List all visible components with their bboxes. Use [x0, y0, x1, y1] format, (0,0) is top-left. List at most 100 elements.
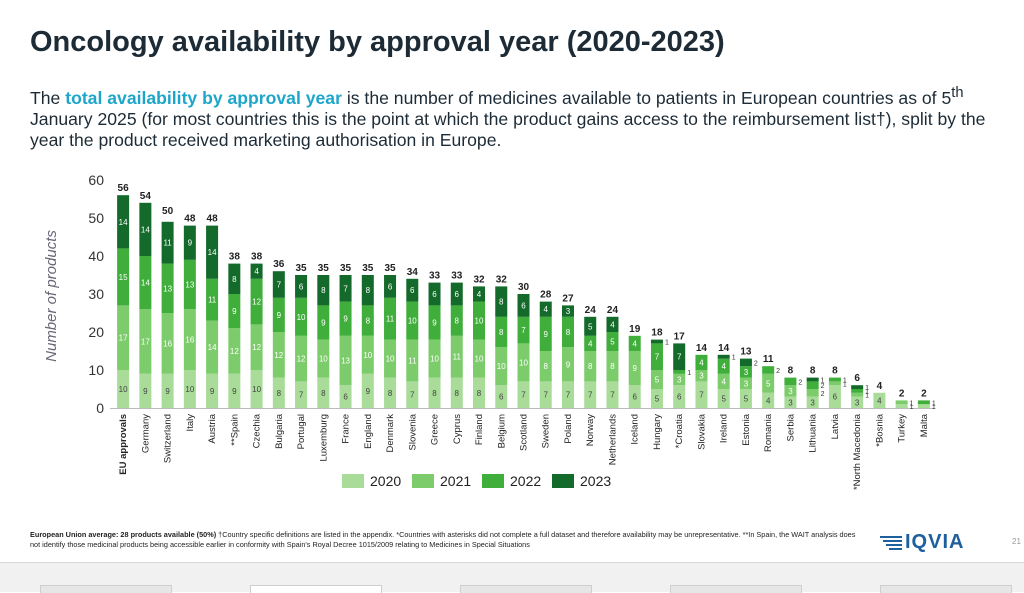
bar-segment-2021 — [206, 320, 219, 374]
bar-segment-2023 — [517, 294, 530, 317]
page-title: Oncology availability by approval year (… — [30, 26, 725, 58]
x-tick-label: Norway — [585, 414, 596, 446]
bar-segment-2021 — [384, 339, 397, 378]
bar-segment-2023 — [739, 358, 752, 367]
x-tick-label: Netherlands — [607, 414, 618, 465]
data-label: 13 — [185, 281, 194, 290]
data-label: 6 — [677, 393, 682, 402]
data-label: 2 — [821, 383, 825, 390]
bar-segment-2022 — [828, 377, 841, 382]
data-label: 11 — [453, 353, 462, 362]
footnote-average: European Union average: 28 products avai… — [30, 530, 217, 539]
bar-segment-2023 — [561, 305, 574, 317]
bar-segment-2022 — [183, 259, 196, 310]
bar-segment-2021 — [584, 351, 597, 382]
slide-thumbnail[interactable] — [460, 585, 592, 593]
data-label: 4 — [544, 305, 549, 314]
data-label: 9 — [544, 330, 549, 339]
bar-segment-2022 — [250, 278, 263, 325]
data-label: 3 — [810, 398, 815, 407]
data-label: 7 — [521, 391, 526, 400]
slide-thumbnail[interactable] — [670, 585, 802, 593]
data-label: 6 — [521, 301, 526, 310]
x-tick-label: Sweden — [541, 414, 552, 448]
data-label: 9 — [232, 307, 237, 316]
data-label: 3 — [788, 387, 793, 396]
bar-segment-2022 — [851, 389, 864, 393]
data-label: 10 — [497, 362, 506, 371]
data-label: 8 — [455, 389, 460, 398]
x-tick-label: Scotland — [519, 414, 530, 451]
data-label: 5 — [766, 379, 771, 388]
bar-segment-2023 — [606, 316, 619, 332]
x-tick-label: Ireland — [719, 414, 730, 443]
bar-segment-2021 — [139, 309, 152, 374]
bar-segment-2023 — [339, 275, 352, 302]
bar-segment-2021 — [361, 335, 374, 374]
data-label: 9 — [277, 311, 282, 320]
bar-segment-2021 — [739, 377, 752, 389]
slide-thumbnail[interactable] — [40, 585, 172, 593]
desc-post: January 2025 (for most countries this is… — [30, 108, 986, 150]
data-label: 7 — [677, 353, 682, 362]
chart: Number of products 0 10 20 30 40 50 60 10 17 15 14 5… — [30, 168, 1010, 513]
bar-segment-2020 — [406, 381, 419, 408]
bar-segment-2021 — [717, 373, 730, 389]
data-label: 12 — [297, 355, 306, 364]
slide-thumbnail-active[interactable] — [250, 585, 382, 593]
bar-segment-2020 — [873, 392, 886, 408]
desc-pre: The — [30, 87, 66, 108]
x-tick-label: Switzerland — [163, 414, 174, 463]
bar-segment-2023 — [406, 278, 419, 302]
y-tick-label: 50 — [88, 210, 104, 226]
x-tick-label: Estonia — [741, 413, 752, 445]
bar-segment-2023 — [584, 316, 597, 336]
x-tick-label: **Spain — [229, 414, 240, 446]
data-label: 12 — [274, 351, 283, 360]
data-label: 10 — [386, 355, 395, 364]
bar-segment-2023 — [650, 339, 663, 344]
data-label: 16 — [185, 336, 194, 345]
total-label: 32 — [496, 274, 508, 285]
data-label: 4 — [477, 290, 482, 299]
data-label: 10 — [297, 313, 306, 322]
bar-segment-2023 — [317, 275, 330, 306]
bar-segment-2020 — [384, 377, 397, 408]
bar-segment-2023 — [806, 377, 819, 382]
data-label: 11 — [386, 315, 395, 324]
data-label: 6 — [632, 393, 637, 402]
bar-segment-2020 — [606, 381, 619, 408]
total-label: 8 — [788, 366, 794, 377]
data-label: 1 — [910, 404, 914, 411]
desc-mid: is the number of medicines available to … — [341, 87, 952, 108]
legend-swatch — [342, 474, 364, 488]
bar-segment-2021 — [161, 313, 174, 374]
data-label: 8 — [366, 317, 371, 326]
data-label: 7 — [699, 391, 704, 400]
data-label: 1 — [932, 400, 936, 407]
bar-segment-2020 — [517, 381, 530, 408]
bar-segment-2020 — [584, 381, 597, 408]
data-label: 10 — [475, 317, 484, 326]
x-tick-label: Greece — [430, 414, 441, 445]
data-label: 1 — [910, 400, 914, 407]
x-tick-label: Germany — [140, 414, 151, 453]
bar-segment-2023 — [206, 225, 219, 279]
bar-segment-2021 — [117, 305, 130, 370]
data-label: 13 — [341, 357, 350, 366]
data-label: 6 — [388, 282, 393, 291]
total-label: 18 — [651, 328, 663, 339]
bar-segment-2020 — [295, 381, 308, 408]
legend-entry: 2023 — [580, 473, 611, 489]
bar-segment-2020 — [272, 377, 285, 408]
bar-segment-2020 — [784, 396, 797, 408]
data-label: 6 — [499, 393, 504, 402]
bar-segment-2020 — [450, 377, 463, 408]
bar-segment-2022 — [739, 366, 752, 378]
slide-thumbnail[interactable] — [880, 585, 1012, 593]
bar-segment-2023 — [717, 354, 730, 359]
data-label: 2 — [798, 379, 802, 386]
data-label: 4 — [766, 396, 771, 405]
bar-segment-2020 — [183, 370, 196, 408]
data-label: 4 — [877, 396, 882, 405]
